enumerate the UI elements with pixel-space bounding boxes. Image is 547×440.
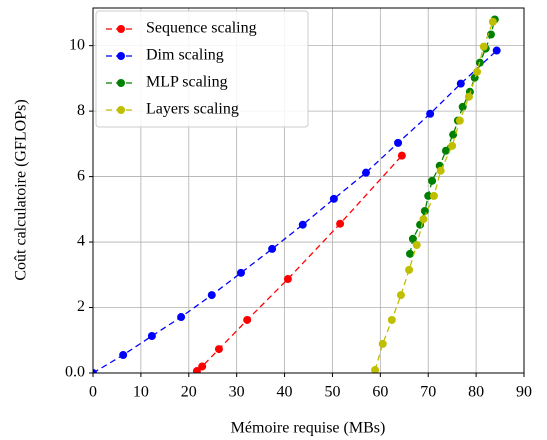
x-tick-label: 80 [468,384,484,401]
point [473,67,482,76]
legend-marker [117,25,125,33]
y-tick-label: 4 [77,233,85,250]
point [405,265,414,274]
point [268,244,277,253]
point [397,151,406,160]
point [147,332,156,341]
x-tick-label: 20 [181,384,197,401]
point [396,291,405,300]
point [298,220,307,229]
point [455,116,464,125]
point [448,141,457,150]
point [119,350,128,359]
point [394,138,403,147]
legend-label: Layers scaling [146,101,239,118]
y-tick-label: 6 [77,167,85,184]
point [361,168,370,177]
point [486,30,495,39]
point [488,17,497,26]
y-tick-label: 2 [77,298,85,315]
point [426,109,435,118]
point [236,268,245,277]
point [283,275,292,284]
point [424,191,433,200]
legend-marker [117,106,125,114]
point [408,234,417,243]
point [371,366,380,373]
y-tick-label: 8 [77,102,85,119]
x-tick-label: 10 [133,384,149,401]
point [378,339,387,348]
legend-box [95,10,309,128]
point [387,315,396,324]
point [428,176,437,185]
plot [93,15,501,373]
y-tick-label: 10 [69,36,85,53]
x-tick-label: 70 [420,384,436,401]
series-line [196,155,403,372]
x-tick-label: 50 [324,384,340,401]
point [436,166,445,175]
legend-marker [117,52,125,60]
point [406,249,415,258]
legend-label: MLP scaling [146,74,228,91]
legend-label: Dim scaling [146,47,224,64]
point [329,194,338,203]
y-axis-label: Coût calculatoire (GFLOPs) [13,99,30,280]
x-tick-label: 30 [229,384,245,401]
point [177,313,186,322]
point [214,345,223,354]
x-tick-label: 60 [372,384,388,401]
point [429,191,438,200]
series-line [93,50,498,373]
point [420,206,429,215]
point [449,130,458,139]
point [419,215,428,224]
point [479,42,488,51]
point [441,146,450,155]
legend-label: Sequence scaling [146,20,257,37]
point [492,46,501,55]
x-tick-label: 40 [277,384,293,401]
x-tick-label: 0 [89,384,97,401]
point [198,362,207,371]
legend-marker [117,79,125,87]
point [464,92,473,101]
point [412,241,421,250]
point [458,102,467,111]
x-tick-label: 90 [516,384,532,401]
x-axis-label: Mémoire requise (MBs) [231,420,386,437]
point [207,291,216,300]
plot-frame [92,7,525,374]
point [243,315,252,324]
point [336,219,345,228]
point [456,79,465,88]
point [93,369,97,373]
y-tick-label: 0.0 [65,364,85,381]
